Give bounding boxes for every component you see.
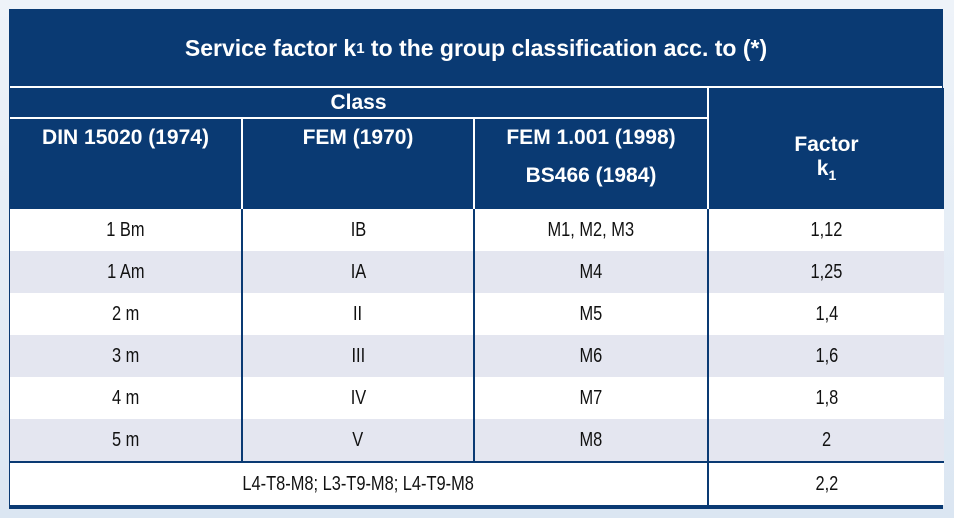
din-cell: 2 m <box>10 293 243 335</box>
table-row: 5 m V M8 2 <box>10 419 944 462</box>
fem-cell: V <box>242 419 475 462</box>
footer-label-cell: L4-T8-M8; L3-T9-M8; L4-T9-M8 <box>10 461 709 505</box>
din-cell: 5 m <box>10 419 243 462</box>
fem-cell: III <box>242 335 475 377</box>
title-main: Service factor k <box>184 34 357 61</box>
factor-cell: 1,8 <box>708 377 944 419</box>
footer-factor-cell: 2,2 <box>708 461 944 505</box>
table-row: 1 Am IA M4 1,25 <box>10 251 944 293</box>
class-label: Class <box>330 90 387 114</box>
table-row: 1 Bm IB M1, M2, M3 1,12 <box>10 209 944 251</box>
service-factor-table: Class Factor k1 DIN 15020 (1974) FEM (19… <box>10 88 944 505</box>
table-row: 2 m II M5 1,4 <box>10 293 944 335</box>
fem1001-header: FEM 1.001 (1998) BS466 (1984) <box>474 118 709 209</box>
fem1001-cell: M6 <box>474 335 709 377</box>
din-cell: 3 m <box>10 335 243 377</box>
fem-cell: IA <box>242 251 475 293</box>
class-group-header: Class <box>10 88 709 119</box>
din-cell: 1 Am <box>10 251 243 293</box>
title-subscript: 1 <box>356 39 365 57</box>
factor-label: Factor <box>794 133 859 157</box>
table-row: 3 m III M6 1,6 <box>10 335 944 377</box>
fem1001-cell: M8 <box>474 419 709 462</box>
fem1001-cell: M4 <box>474 251 709 293</box>
factor-cell: 1,6 <box>708 335 944 377</box>
fem1001-cell: M5 <box>474 293 709 335</box>
din-cell: 1 Bm <box>10 209 243 251</box>
fem-cell: II <box>242 293 475 335</box>
factor-cell: 1,12 <box>708 209 944 251</box>
din-header: DIN 15020 (1974) <box>10 118 243 209</box>
din-cell: 4 m <box>10 377 243 419</box>
fem-header: FEM (1970) <box>242 118 475 209</box>
factor-header: Factor k1 <box>708 88 944 209</box>
table-footer-row: L4-T8-M8; L3-T9-M8; L4-T9-M8 2,2 <box>10 461 944 505</box>
fem1001-cell: M7 <box>474 377 709 419</box>
factor-cell: 1,25 <box>708 251 944 293</box>
factor-cell: 2 <box>708 419 944 462</box>
table-row: 4 m IV M7 1,8 <box>10 377 944 419</box>
factor-k-label: k1 <box>816 157 837 184</box>
fem1001-cell: M1, M2, M3 <box>474 209 709 251</box>
factor-cell: 1,4 <box>708 293 944 335</box>
title-rest: to the group classification acc. to (*) <box>364 34 768 61</box>
fem-cell: IV <box>242 377 475 419</box>
fem-cell: IB <box>242 209 475 251</box>
